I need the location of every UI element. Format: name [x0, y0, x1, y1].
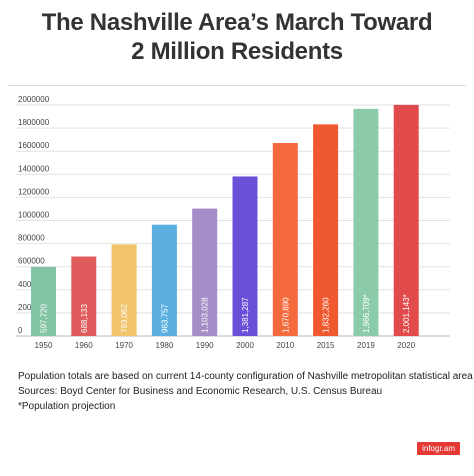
x-tick-label: 1950: [35, 341, 53, 350]
data-label-2015: 1,832,260: [322, 297, 331, 333]
y-tick-label: 2000000: [18, 95, 50, 104]
bar-1990: [192, 208, 218, 336]
note-sources: Sources: Boyd Center for Business and Ec…: [18, 386, 383, 397]
note-population-basis: Population totals are based on current 1…: [18, 371, 473, 382]
data-label-2020: 2,001,143*: [402, 294, 411, 333]
y-tick-label: 1200000: [18, 187, 50, 196]
data-label-1970: 793,062: [120, 304, 129, 333]
x-tick-label: 1960: [75, 341, 93, 350]
bar-2010: [272, 143, 298, 336]
chart-notes: Population totals are based on current 1…: [18, 369, 473, 414]
y-tick-label: 0: [18, 326, 23, 335]
y-tick-label: 600000: [18, 257, 45, 266]
data-label-2000: 1,381,287: [241, 297, 250, 333]
note-projection: *Population projection: [18, 401, 116, 412]
x-tick-label: 2015: [317, 341, 335, 350]
x-tick-label: 2000: [236, 341, 254, 350]
chart-title-line-1: The Nashville Area’s March Toward: [41, 9, 433, 36]
bar-2000: [232, 176, 258, 336]
y-tick-label: 800000: [18, 234, 45, 243]
x-tick-label: 1970: [115, 341, 133, 350]
y-tick-label: 1000000: [18, 211, 50, 220]
y-tick-label: 1400000: [18, 164, 50, 173]
x-tick-label: 1980: [156, 341, 174, 350]
bar-2019: [353, 108, 379, 336]
infogram-logo[interactable]: infogr.am: [417, 442, 460, 455]
data-label-1990: 1,103,028: [201, 297, 210, 333]
title-divider: [8, 85, 466, 86]
y-tick-label: 1600000: [18, 141, 50, 150]
bar-2015: [313, 124, 339, 337]
chart-title-line-2: 2 Million Residents: [131, 38, 343, 65]
y-tick-label: 1800000: [18, 118, 50, 127]
bar-1950: [31, 266, 56, 336]
x-tick-label: 2019: [357, 341, 375, 350]
data-label-2019: 1,966,709*: [362, 294, 371, 333]
bar-chart: 0200000400000600000800000100000012000001…: [16, 95, 450, 350]
x-tick-label: 2010: [276, 341, 294, 350]
bar-1970: [111, 244, 137, 336]
x-tick-label: 1990: [196, 341, 214, 350]
bar-1980: [151, 224, 177, 336]
data-label-1950: 597,720: [40, 304, 49, 333]
x-tick-label: 2020: [397, 341, 415, 350]
chart-title: The Nashville Area’s March Toward 2 Mill…: [0, 8, 474, 66]
data-label-1980: 963,757: [160, 304, 169, 333]
bar-1960: [71, 256, 97, 336]
data-label-1960: 688,133: [80, 304, 89, 333]
bar-2020: [393, 104, 419, 336]
data-label-2010: 1,670,890: [281, 297, 290, 333]
